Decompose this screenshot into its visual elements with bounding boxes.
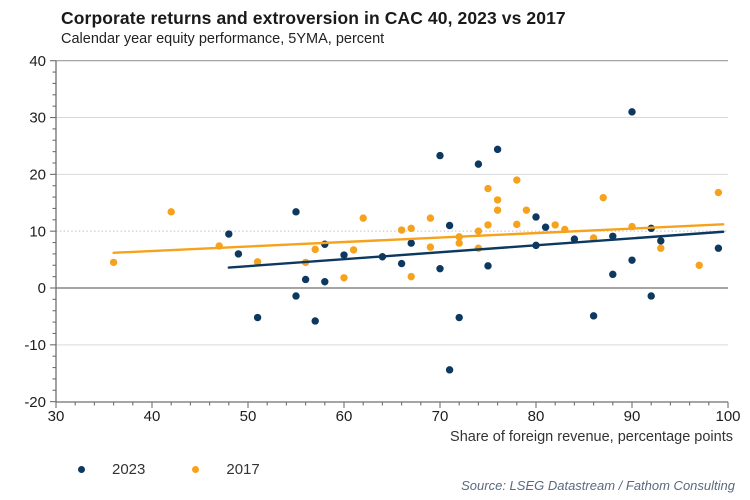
data-point-2023 — [609, 270, 617, 279]
data-point-2017 — [474, 227, 483, 235]
y-tick-label: -10 — [24, 337, 46, 354]
data-point-2017 — [551, 221, 559, 229]
data-point-2023 — [311, 317, 319, 325]
x-tick-label: 40 — [144, 408, 161, 425]
data-point-2023 — [474, 160, 483, 168]
legend-swatch-2017-icon — [192, 465, 200, 473]
data-point-2017 — [493, 196, 502, 204]
x-tick-label: 30 — [48, 408, 65, 425]
x-axis-label: Share of foreign revenue, percentage poi… — [450, 429, 733, 445]
data-point-2017 — [407, 224, 415, 233]
data-point-2023 — [397, 259, 406, 268]
data-point-2023 — [455, 313, 463, 322]
chart-subtitle: Calendar year equity performance, 5YMA, … — [61, 31, 385, 47]
data-point-2023 — [493, 145, 502, 154]
legend-item-2017: 2017 — [192, 460, 260, 478]
x-tick-label: 60 — [336, 408, 353, 425]
data-point-2017 — [109, 258, 118, 267]
data-point-2017 — [359, 214, 367, 222]
data-point-2023 — [436, 151, 444, 160]
legend-label-2023: 2023 — [112, 460, 146, 478]
data-point-2023 — [340, 251, 348, 259]
data-point-2017 — [397, 226, 406, 234]
data-point-2023 — [570, 235, 579, 243]
trendline-2017 — [112, 223, 725, 254]
data-point-2017 — [340, 274, 348, 282]
x-tick-label: 100 — [715, 408, 740, 425]
chart-legend: 2023 2017 — [78, 460, 307, 478]
legend-swatch-2023-icon — [78, 465, 85, 473]
data-point-2023 — [301, 275, 310, 284]
data-point-2023 — [541, 223, 550, 231]
data-point-2023 — [321, 278, 329, 286]
data-point-2023 — [445, 366, 454, 374]
data-point-2017 — [407, 272, 415, 281]
data-point-2023 — [445, 221, 454, 230]
data-point-2017 — [493, 206, 502, 214]
data-point-2023 — [628, 256, 636, 264]
y-tick-label: 0 — [38, 280, 46, 297]
data-point-2023 — [407, 239, 415, 247]
data-point-2017 — [455, 239, 463, 247]
page-title: Corporate returns and extroversion in CA… — [61, 8, 566, 28]
y-tick-label: 30 — [29, 110, 46, 127]
x-tick-label: 50 — [240, 408, 257, 425]
data-point-2023 — [532, 213, 540, 221]
data-point-2017 — [599, 193, 607, 202]
data-point-2023 — [714, 244, 723, 252]
legend-label-2017: 2017 — [226, 460, 260, 478]
y-tick-label: 40 — [29, 53, 46, 70]
data-point-2023 — [589, 312, 598, 320]
data-point-2023 — [225, 230, 233, 238]
trendline-2023 — [227, 230, 725, 269]
data-point-2017 — [349, 246, 358, 254]
x-tick-label: 70 — [432, 408, 449, 425]
data-point-2023 — [647, 292, 655, 300]
data-point-2023 — [292, 208, 300, 216]
data-point-2023 — [484, 262, 492, 270]
source-note: Source: LSEG Datastream / Fathom Consult… — [461, 478, 735, 493]
data-point-2017 — [714, 188, 723, 197]
data-point-2017 — [522, 206, 531, 214]
data-point-2023 — [292, 292, 300, 300]
data-point-2017 — [484, 221, 492, 229]
data-point-2017 — [311, 245, 319, 254]
data-point-2017 — [484, 184, 492, 193]
x-tick-label: 80 — [528, 408, 545, 425]
data-point-2017 — [426, 214, 435, 222]
data-point-2023 — [609, 232, 617, 240]
data-point-2023 — [253, 313, 262, 322]
y-tick-label: 20 — [29, 167, 46, 184]
legend-item-2023: 2023 — [78, 461, 145, 478]
x-tick-label: 90 — [624, 408, 641, 425]
data-point-2017 — [167, 208, 175, 216]
data-point-2017 — [695, 261, 703, 269]
data-point-2023 — [436, 264, 444, 273]
y-tick-label: -20 — [24, 394, 46, 411]
data-point-2017 — [426, 243, 435, 251]
data-point-2023 — [234, 250, 243, 258]
data-point-2017 — [657, 244, 665, 252]
data-point-2023 — [628, 108, 636, 116]
data-point-2017 — [513, 220, 521, 229]
data-point-2017 — [253, 258, 262, 266]
data-point-2023 — [657, 237, 665, 245]
data-point-2017 — [513, 176, 521, 184]
y-tick-label: 10 — [29, 223, 46, 240]
